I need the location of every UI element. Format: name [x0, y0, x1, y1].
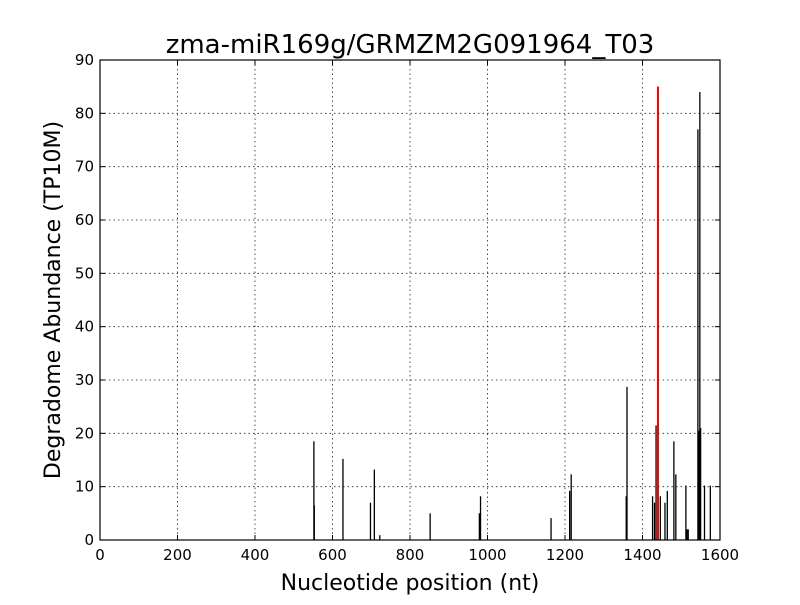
y-tick-label: 0: [84, 531, 94, 549]
x-tick-label: 400: [241, 546, 270, 564]
y-tick-label: 60: [75, 211, 94, 229]
x-tick-label: 1400: [623, 546, 661, 564]
x-axis-label: Nucleotide position (nt): [281, 571, 540, 596]
y-tick-label: 30: [75, 371, 94, 389]
y-tick-label: 10: [75, 478, 94, 496]
y-tick-label: 20: [75, 424, 94, 442]
x-tick-label: 600: [318, 546, 347, 564]
x-tick-label: 1000: [468, 546, 506, 564]
x-tick-label: 0: [95, 546, 105, 564]
axis-ticks: 0 200 400 600 800 1000 1200 1400 1600 0 10 20 30 40 50…: [75, 51, 739, 564]
y-tick-label: 40: [75, 318, 94, 336]
grid-lines: [100, 60, 720, 540]
chart-title: zma-miR169g/GRMZM2G091964_T03: [166, 30, 655, 60]
y-tick-label: 90: [75, 51, 94, 69]
x-tick-label: 1200: [546, 546, 584, 564]
y-axis-label: Degradome Abundance (TP10M): [41, 121, 66, 479]
y-tick-label: 80: [75, 104, 94, 122]
x-tick-label: 800: [396, 546, 425, 564]
x-tick-label: 200: [163, 546, 192, 564]
y-tick-label: 70: [75, 158, 94, 176]
x-tick-label: 1600: [701, 546, 739, 564]
bars-layer: [313, 92, 711, 540]
y-tick-label: 50: [75, 264, 94, 282]
